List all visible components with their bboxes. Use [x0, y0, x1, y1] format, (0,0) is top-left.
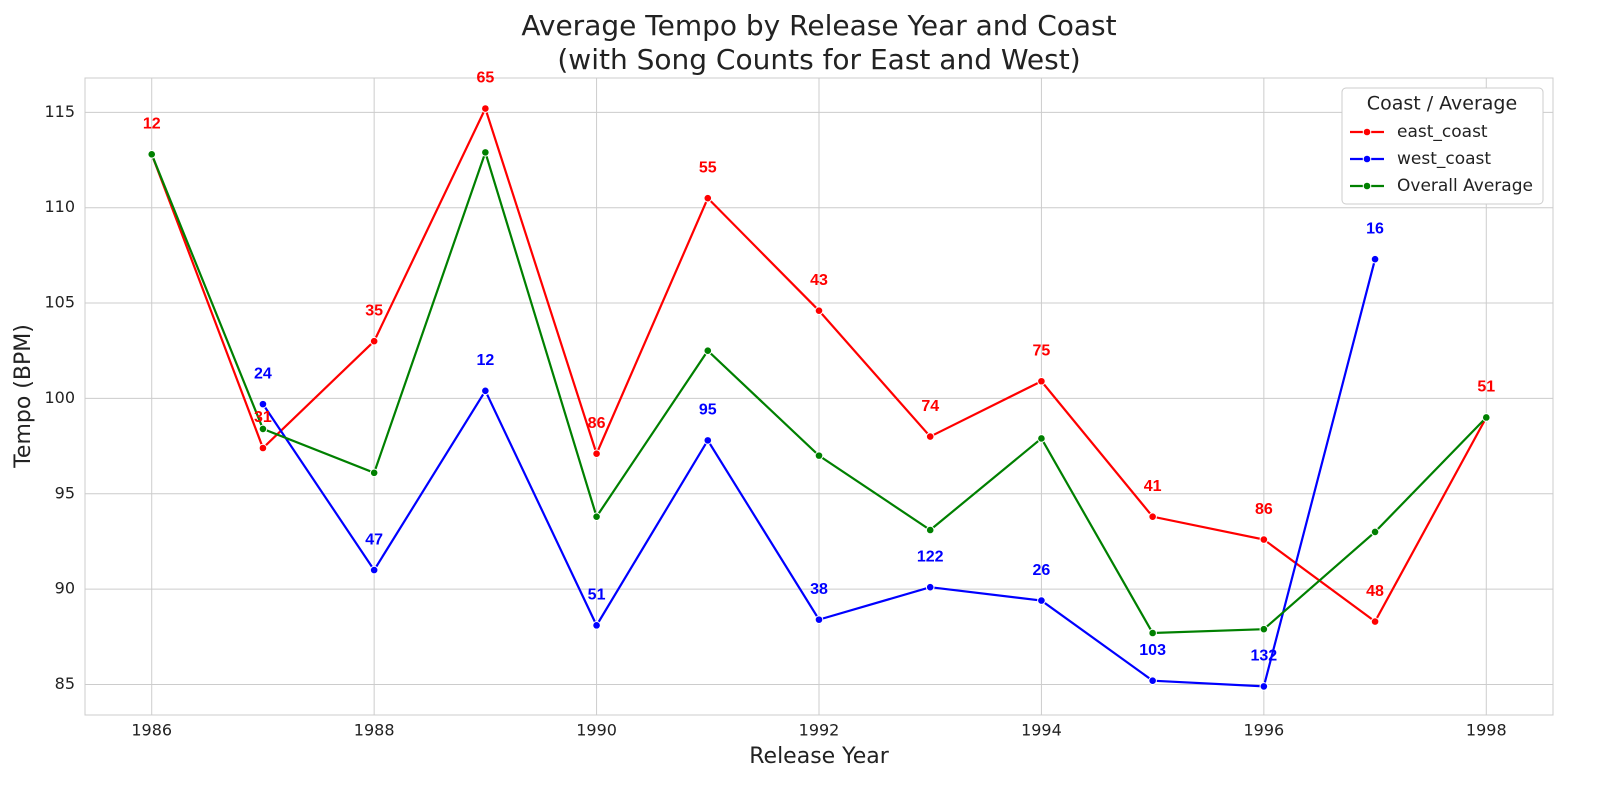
point: [258, 443, 268, 453]
count-label: 51: [1477, 379, 1495, 396]
count-label: 95: [699, 402, 717, 419]
y-tick-label: 85: [55, 674, 75, 693]
count-label: 74: [921, 398, 939, 415]
chart-subtitle: (with Song Counts for East and West): [557, 43, 1080, 76]
y-tick-label: 110: [44, 197, 75, 216]
point: [925, 432, 935, 441]
count-label: 47: [365, 531, 383, 548]
legend-box: [1341, 87, 1544, 205]
count-label: 86: [1255, 501, 1273, 518]
point: [814, 615, 824, 624]
point: [258, 424, 268, 434]
point: [1148, 676, 1157, 685]
legend-label: east_coast: [1397, 122, 1488, 142]
point: [1148, 512, 1157, 521]
point: [925, 525, 935, 535]
point: [147, 149, 157, 159]
point: [1370, 527, 1380, 537]
point: [1037, 434, 1046, 443]
y-tick-label: 90: [55, 579, 75, 598]
count-label: 16: [1366, 220, 1384, 237]
count-label: 51: [588, 587, 606, 604]
point: [258, 399, 268, 409]
count-label: 75: [1033, 342, 1051, 359]
legend: Coast / Average east_coast west_coast Over…: [1341, 87, 1544, 205]
point: [481, 104, 490, 113]
lines: 12 31 35 65 86 55 43 74 75 41 86 48 51 24 47 12 51 95 38 12…: [143, 70, 1495, 691]
point: [592, 621, 601, 630]
point: [369, 565, 379, 575]
legend-marker: [1362, 154, 1372, 164]
point: [1259, 682, 1269, 691]
legend-title: Coast / Average: [1367, 93, 1517, 115]
x-tick-label: 1998: [1466, 721, 1507, 740]
x-tick-label: 1992: [799, 721, 840, 740]
count-label: 122: [917, 548, 944, 565]
legend-marker: [1362, 127, 1372, 137]
count-label: 55: [699, 159, 717, 176]
point: [703, 193, 713, 203]
point: [703, 346, 713, 356]
legend-marker: [1362, 181, 1372, 191]
count-label: 48: [1366, 583, 1384, 600]
y-tick-label: 100: [44, 388, 75, 407]
point: [481, 386, 490, 396]
count-label: 26: [1033, 562, 1051, 579]
count-label: 41: [1144, 478, 1162, 495]
point: [1148, 628, 1157, 638]
y-tick-label: 115: [44, 102, 75, 121]
point: [1481, 413, 1491, 422]
point: [814, 306, 824, 315]
count-label: 65: [476, 70, 494, 87]
point: [369, 468, 379, 478]
point: [481, 148, 490, 157]
point: [1259, 624, 1269, 634]
x-tick-label: 1994: [1021, 721, 1062, 740]
point: [814, 451, 824, 460]
point: [1037, 376, 1046, 386]
x-axis-label: Release Year: [749, 744, 889, 769]
count-label: 31: [254, 409, 272, 426]
count-label: 103: [1139, 642, 1166, 659]
count-label: 35: [365, 302, 383, 319]
y-axis-label: Tempo (BPM): [11, 324, 36, 469]
point: [592, 449, 601, 459]
point: [592, 512, 601, 521]
x-tick-label: 1986: [131, 721, 172, 740]
x-tick-label: 1996: [1243, 721, 1284, 740]
x-tick-label: 1988: [354, 721, 395, 740]
count-label: 43: [810, 272, 828, 289]
point: [369, 336, 379, 346]
count-label: 24: [254, 365, 272, 382]
count-label: 12: [143, 116, 161, 133]
point: [703, 436, 713, 445]
point: [1370, 254, 1380, 264]
point: [1370, 617, 1380, 626]
count-label: 12: [476, 352, 494, 369]
grid: 85 90 95 100 105 110 115 1986 1988 1990 1992 1994 19…: [44, 78, 1553, 740]
legend-label: Overall Average: [1397, 176, 1533, 196]
count-label: 86: [588, 415, 606, 432]
point: [925, 582, 935, 592]
y-tick-label: 95: [55, 483, 75, 502]
count-label: 38: [810, 581, 828, 598]
legend-label: west_coast: [1397, 149, 1491, 169]
y-tick-label: 105: [44, 293, 75, 312]
point: [1037, 596, 1046, 605]
x-tick-label: 1990: [576, 721, 617, 740]
count-label: 132: [1250, 648, 1277, 665]
point: [1259, 535, 1269, 544]
chart-title: Average Tempo by Release Year and Coast: [521, 9, 1116, 42]
